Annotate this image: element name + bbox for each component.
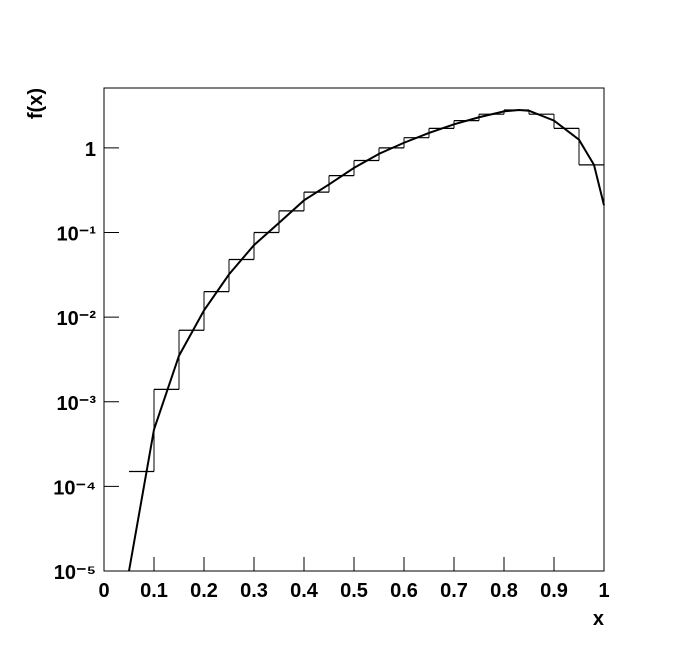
x-tick-label: 0.3 bbox=[240, 580, 268, 602]
y-tick-label: 10⁻² bbox=[57, 308, 97, 330]
x-tick-label: 0.8 bbox=[490, 580, 518, 602]
y-tick-label: 10⁻⁴ bbox=[53, 477, 96, 499]
fit-curve bbox=[128, 109, 605, 572]
x-tick-label: 0.6 bbox=[390, 580, 418, 602]
x-tick-label: 0.2 bbox=[190, 580, 218, 602]
x-tick-label: 0.7 bbox=[440, 580, 468, 602]
x-tick-label: 0.5 bbox=[340, 580, 368, 602]
x-tick-label: 0.9 bbox=[540, 580, 568, 602]
x-tick-label: 0.1 bbox=[140, 580, 168, 602]
y-tick-label: 10⁻⁵ bbox=[54, 562, 96, 584]
y-tick-label: 10⁻¹ bbox=[57, 224, 97, 246]
x-tick-label: 0.4 bbox=[290, 580, 319, 602]
x-tick-label: 0 bbox=[98, 580, 109, 602]
y-tick-label: 1 bbox=[85, 139, 96, 161]
y-axis-label: f(x) bbox=[25, 88, 47, 119]
y-tick-label: 10⁻³ bbox=[57, 393, 97, 415]
x-tick-label: 1 bbox=[598, 580, 609, 602]
x-axis-label: x bbox=[593, 608, 604, 630]
